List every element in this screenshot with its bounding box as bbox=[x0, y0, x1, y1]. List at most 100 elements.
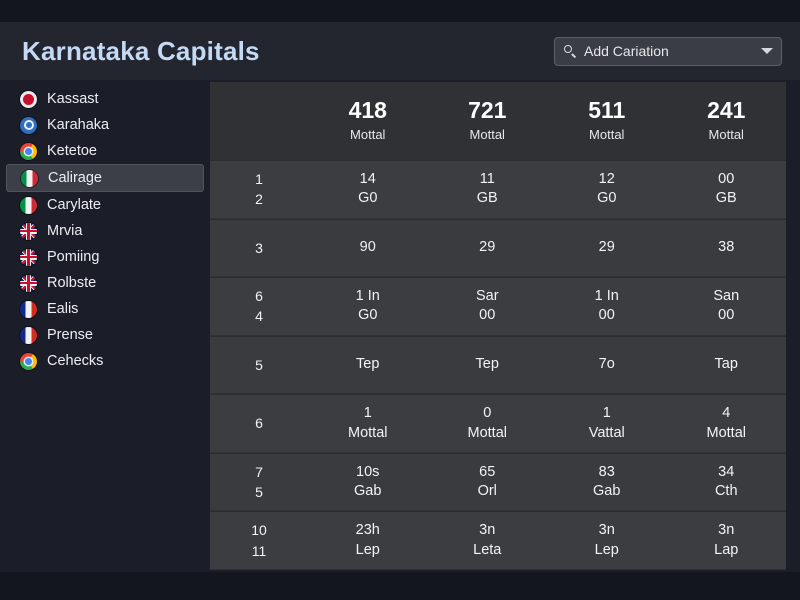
flag-uk-icon bbox=[20, 274, 37, 292]
table-row[interactable]: 1 2 14 G0 11 GB 12 G0 00 GB bbox=[210, 160, 786, 219]
table-row[interactable]: 3 90 29 29 38 bbox=[210, 218, 787, 278]
table-cell[interactable]: 1 In 00 bbox=[547, 287, 667, 326]
cell-sub: G0 bbox=[358, 307, 378, 324]
cell-sub: Mottal bbox=[467, 424, 508, 441]
flag-chrome-icon bbox=[20, 142, 37, 160]
sidebar-item-cehecks[interactable]: Cehecks bbox=[6, 348, 204, 374]
cell-main: 65 bbox=[479, 463, 496, 480]
cell-main: 12 bbox=[598, 170, 615, 187]
search-input[interactable]: Add Cariation bbox=[584, 43, 669, 59]
cell-main: 00 bbox=[718, 170, 735, 187]
cell-sub: G0 bbox=[597, 190, 617, 207]
sidebar-item-pomiing[interactable]: Pomiing bbox=[6, 244, 204, 270]
table-cell[interactable]: 38 bbox=[667, 238, 787, 258]
table-cell[interactable]: 3n Lep bbox=[547, 521, 667, 560]
sidebar-item-ketetoe[interactable]: Ketetoe bbox=[6, 138, 204, 164]
search-dropdown[interactable]: Add Cariation bbox=[554, 36, 782, 66]
cell-sub: Mottal bbox=[348, 424, 388, 441]
table-row[interactable]: 7 5 10s Gab 65 Orl 83 Gab 34 Cth bbox=[210, 452, 787, 512]
table-cell[interactable]: 3n Leta bbox=[428, 521, 548, 560]
row-label-top: 3 bbox=[255, 239, 263, 256]
table-cell[interactable]: Tep bbox=[428, 355, 548, 375]
sidebar-item-carylate[interactable]: Carylate bbox=[6, 192, 204, 218]
table-cell[interactable]: Sar 00 bbox=[428, 287, 548, 326]
table-header-cell: 418 Mottal bbox=[308, 97, 428, 144]
flag-jp-icon bbox=[20, 90, 37, 108]
table-cell[interactable]: 1 Mottal bbox=[308, 404, 428, 443]
sidebar-item-mrvia[interactable]: Mrvia bbox=[6, 218, 204, 244]
table-row[interactable]: 10 11 23h Lep 3n Leta 3n Lep 3n Lap bbox=[210, 511, 786, 570]
sidebar-item-label: Karahaka bbox=[47, 117, 110, 133]
table-cell[interactable]: 34 Cth bbox=[667, 463, 787, 502]
table-header-row: 418 Mottal 721 Mottal 511 Mottal 241 Mottal bbox=[210, 82, 786, 160]
cell-main: 3n bbox=[479, 522, 496, 539]
cell-sub: GB bbox=[715, 190, 737, 207]
sidebar-item-label: Rolbste bbox=[47, 275, 97, 291]
table-cell[interactable]: 23h Lep bbox=[308, 521, 428, 560]
sidebar-item-kassast[interactable]: Kassast bbox=[6, 86, 204, 112]
table-cell[interactable]: 29 bbox=[428, 238, 548, 258]
cell-main: 29 bbox=[598, 239, 615, 256]
cell-sub: G0 bbox=[358, 190, 378, 207]
app-header: Karnataka Capitals Add Cariation bbox=[0, 22, 800, 80]
cell-main: 3n bbox=[598, 522, 615, 539]
sidebar-item-label: Carylate bbox=[47, 197, 101, 213]
header-sub: Mottal bbox=[589, 127, 625, 143]
table-row[interactable]: 6 1 Mottal 0 Mottal 1 Vattal 4 Mottal bbox=[210, 394, 786, 453]
table-cell[interactable]: 1 Vattal bbox=[547, 404, 667, 443]
cell-main: 3n bbox=[718, 522, 735, 539]
window-bottom-edge bbox=[0, 572, 800, 600]
table-cell[interactable]: 10s Gab bbox=[308, 463, 428, 502]
sidebar-item-label: Ketetoe bbox=[47, 143, 97, 159]
sidebar-item-ealis[interactable]: Ealis bbox=[6, 296, 204, 322]
row-label: 6 bbox=[210, 413, 308, 433]
cell-main: 1 In bbox=[355, 287, 380, 304]
cell-sub: Vattal bbox=[588, 424, 625, 441]
flag-italy-icon bbox=[20, 196, 37, 214]
table-cell[interactable]: 65 Orl bbox=[428, 463, 548, 502]
table-cell[interactable]: San 00 bbox=[667, 287, 787, 326]
row-label-top: 7 bbox=[255, 463, 263, 480]
cell-sub: Lep bbox=[355, 541, 380, 558]
table-cell[interactable]: 12 G0 bbox=[547, 170, 667, 209]
cell-main: 90 bbox=[359, 239, 376, 256]
table-cell[interactable]: 3n Lap bbox=[667, 521, 787, 560]
table-cell[interactable]: 00 GB bbox=[667, 170, 787, 209]
flag-uk-icon bbox=[20, 222, 37, 240]
table-cell[interactable]: 83 Gab bbox=[547, 463, 667, 502]
header-value: 241 bbox=[707, 97, 746, 124]
table-cell[interactable]: 7o bbox=[547, 355, 667, 375]
sidebar-item-prense[interactable]: Prense bbox=[6, 322, 204, 348]
cell-sub: Cth bbox=[714, 483, 738, 500]
table-cell[interactable]: 4 Mottal bbox=[667, 404, 787, 443]
cell-main: 7o bbox=[598, 356, 615, 373]
sidebar-item-label: Prense bbox=[47, 327, 93, 343]
row-label-bottom: 11 bbox=[251, 542, 267, 559]
table-cell[interactable]: 0 Mottal bbox=[428, 404, 548, 443]
table-row[interactable]: 5 Tep Tep 7o Tap bbox=[210, 335, 787, 395]
cell-main: 11 bbox=[479, 170, 495, 187]
row-label-top: 10 bbox=[251, 522, 267, 539]
table-header-cell: 511 Mottal bbox=[547, 97, 667, 144]
table-cell[interactable]: 90 bbox=[308, 238, 428, 258]
table-cell[interactable]: Tep bbox=[308, 355, 428, 375]
table-cell[interactable]: Tap bbox=[667, 355, 787, 375]
sidebar-item-calirage[interactable]: Calirage bbox=[6, 164, 204, 192]
table-cell[interactable]: 11 GB bbox=[428, 170, 548, 209]
table-cell[interactable]: 29 bbox=[547, 238, 667, 258]
chevron-down-icon[interactable] bbox=[761, 48, 773, 54]
table-cell[interactable]: 1 In G0 bbox=[308, 287, 428, 326]
sidebar-item-karahaka[interactable]: Karahaka bbox=[6, 112, 204, 138]
table-cell[interactable]: 14 G0 bbox=[308, 170, 428, 209]
cell-main: 4 bbox=[722, 404, 731, 421]
cell-main: 83 bbox=[598, 463, 615, 480]
cell-main: Tep bbox=[475, 356, 499, 373]
sidebar-item-label: Pomiing bbox=[47, 249, 100, 265]
cell-main: 34 bbox=[718, 463, 735, 480]
cell-sub: Orl bbox=[477, 483, 497, 500]
sidebar-item-rolbste[interactable]: Rolbste bbox=[6, 270, 204, 296]
